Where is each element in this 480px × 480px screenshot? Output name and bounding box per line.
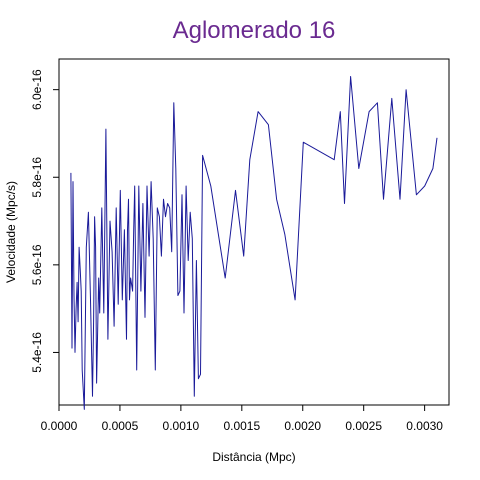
x-tick-label: 0.0015 (223, 419, 260, 433)
series-line (70, 76, 438, 410)
y-tick-label: 6.0e-16 (30, 69, 44, 110)
y-axis-label: Velocidade (Mpc/s) (4, 181, 18, 283)
y-axis: 5.4e-16 5.6e-16 5.8e-16 6.0e-16 (30, 69, 60, 373)
x-tick-label: 0.0020 (284, 419, 321, 433)
x-tick-label: 0.0010 (163, 419, 200, 433)
x-tick-label: 0.0030 (406, 419, 443, 433)
series-layer (70, 76, 438, 410)
x-tick-label: 0.0025 (345, 419, 382, 433)
x-tick-label: 0.0000 (41, 419, 78, 433)
y-tick-label: 5.8e-16 (30, 157, 44, 198)
x-axis-label: Distância (Mpc) (212, 450, 295, 464)
x-tick-label: 0.0005 (102, 419, 139, 433)
chart-title: Aglomerado 16 (173, 17, 336, 44)
y-tick-label: 5.4e-16 (30, 332, 44, 373)
x-axis: 0.0000 0.0005 0.0010 0.0015 0.0020 0.0025 0.00… (41, 404, 443, 433)
y-tick-label: 5.6e-16 (30, 244, 44, 285)
